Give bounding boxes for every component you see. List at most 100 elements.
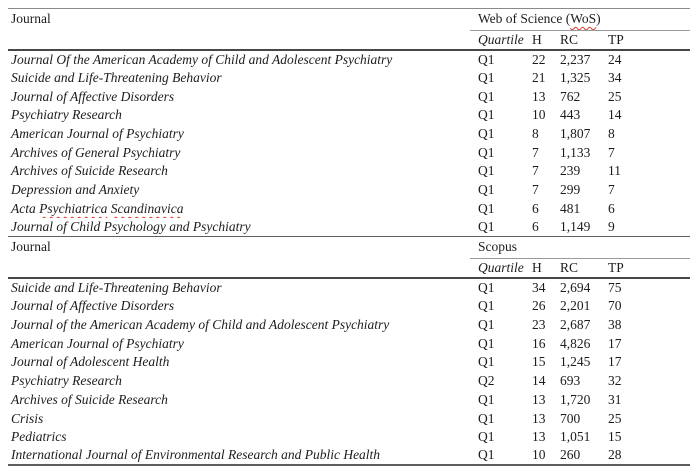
- journal-cell: Psychiatry Research: [11, 373, 122, 389]
- rc-cell: 260: [560, 447, 581, 463]
- quartile-cell: Q1: [478, 298, 495, 314]
- quartile-cell: Q1: [478, 410, 495, 426]
- rc-cell: 1,325: [560, 70, 591, 86]
- journal-column-header: Journal: [8, 8, 470, 51]
- rc-cell: 1,149: [552, 218, 600, 238]
- quartile-column-header: Quartile: [470, 258, 524, 280]
- table-row: Journal of Affective Disorders Q1 13 762…: [8, 87, 690, 106]
- tp-cell: 14: [608, 107, 622, 123]
- tp-cell: 34: [608, 70, 622, 86]
- rc-cell: 1,133: [560, 144, 591, 160]
- rc-cell: 1,807: [560, 126, 591, 142]
- table-row: Psychiatry Research Q2 14 693 32: [8, 372, 690, 391]
- rc-cell: 1,245: [560, 354, 591, 370]
- tp-cell: 31: [608, 391, 622, 407]
- table-row: Depression and Anxiety Q1 7 299 7: [8, 181, 690, 200]
- rc-cell: 1,051: [560, 429, 591, 445]
- rc-cell: 2,201: [560, 298, 591, 314]
- tp-cell: 75: [608, 280, 622, 296]
- rc-cell: 2,687: [560, 317, 591, 333]
- quartile-cell: Q1: [478, 280, 495, 296]
- journal-cell: Journal Of the American Academy of Child…: [11, 51, 393, 67]
- table-subheader-row: Quartile H RC TP: [8, 258, 691, 280]
- journal-cell: Depression and Anxiety: [11, 182, 140, 198]
- journal-cell: Suicide and Life-Threatening Behavior: [11, 70, 222, 86]
- rc-cell: 693: [560, 373, 581, 389]
- tp-cell: 8: [608, 126, 615, 142]
- h-cell: 13: [532, 429, 546, 445]
- rc-cell: 762: [560, 88, 581, 104]
- rc-column-header: RC: [552, 30, 600, 51]
- tp-cell: 32: [608, 373, 622, 389]
- table-group-header-row: Journal Scopus: [8, 236, 691, 280]
- table-row: Pediatrics Q1 13 1,051 15: [8, 428, 690, 447]
- h-cell: 7: [532, 182, 539, 198]
- table-row: Archives of General Psychiatry Q1 7 1,13…: [8, 143, 690, 162]
- journal-cell: International Journal of Environmental R…: [11, 447, 381, 463]
- table-row: Suicide and Life-Threatening Behavior Q1…: [8, 69, 690, 88]
- table-subheader-row: Quartile H RC TP: [8, 30, 691, 51]
- quartile-cell: Q1: [478, 163, 495, 179]
- journal-cell: Suicide and Life-Threatening Behavior: [11, 280, 222, 296]
- table-row: Crisis Q1 13 700 25: [8, 409, 690, 428]
- quartile-cell: Q1: [478, 391, 495, 407]
- journal-cell: Acta Psychiatrica Scandinavica: [11, 200, 184, 216]
- tp-cell: 7: [608, 182, 615, 198]
- rc-cell: 1,720: [560, 391, 591, 407]
- wos-section: Journal Web of Science (WoS) Quartile H …: [8, 8, 691, 238]
- quartile-cell: Q1: [478, 107, 495, 123]
- journal-cell: Pediatrics: [11, 429, 67, 445]
- h-cell: 34: [532, 280, 546, 296]
- table-row: Acta Psychiatrica Scandinavica Q1 6 481 …: [8, 200, 690, 219]
- table-row: Journal of the American Academy of Child…: [8, 316, 690, 335]
- rc-column-header: RC: [552, 258, 600, 280]
- h-cell: 10: [532, 447, 546, 463]
- quartile-cell: Q1: [478, 317, 495, 333]
- quartile-cell: Q2: [478, 373, 495, 389]
- scopus-section: Journal Scopus Quartile H RC TP Suicide …: [8, 236, 691, 466]
- table-row: Journal of Adolescent Health Q1 15 1,245…: [8, 353, 690, 372]
- h-cell: 16: [532, 335, 546, 351]
- quartile-cell: Q1: [478, 144, 495, 160]
- h-cell: 13: [532, 88, 546, 104]
- journal-cell: Psychiatry Research: [11, 107, 122, 123]
- rc-cell: 700: [560, 410, 581, 426]
- journal-column-header: Journal: [8, 236, 470, 280]
- tp-column-header: TP: [600, 258, 691, 280]
- tp-cell: 17: [608, 335, 622, 351]
- journal-cell: American Journal of Psychiatry: [11, 126, 184, 142]
- table-row: Psychiatry Research Q1 10 443 14: [8, 106, 690, 125]
- quartile-cell: Q1: [478, 447, 495, 463]
- tp-cell: 28: [608, 447, 622, 463]
- tp-cell: 70: [608, 298, 622, 314]
- rc-cell: 299: [560, 182, 581, 198]
- h-index-column-header: H: [524, 30, 552, 51]
- h-cell: 6: [524, 218, 552, 238]
- quartile-cell: Q1: [478, 70, 495, 86]
- rc-cell: 2,237: [560, 51, 591, 67]
- quartile-cell: Q1: [478, 182, 495, 198]
- table-group-header-row: Journal Web of Science (WoS): [8, 8, 691, 51]
- h-cell: 22: [532, 51, 546, 67]
- quartile-cell: Q1: [478, 354, 495, 370]
- table-row: International Journal of Environmental R…: [8, 447, 690, 466]
- spellcheck-squiggle: Scandinavica: [110, 200, 184, 216]
- h-cell: 15: [532, 354, 546, 370]
- table-row: Journal Of the American Academy of Child…: [8, 50, 690, 69]
- journal-cell: Journal of the American Academy of Child…: [11, 317, 390, 333]
- wos-database-header: Web of Science (WoS): [470, 8, 691, 31]
- tp-cell: 11: [608, 163, 621, 179]
- tp-cell: 25: [608, 88, 622, 104]
- tp-cell: 15: [608, 429, 622, 445]
- rc-cell: 481: [560, 200, 581, 216]
- quartile-cell: Q1: [478, 126, 495, 142]
- journal-cell: Crisis: [11, 410, 44, 426]
- rc-cell: 443: [560, 107, 581, 123]
- h-cell: 8: [532, 126, 539, 142]
- rc-cell: 2,694: [560, 280, 591, 296]
- h-cell: 14: [532, 373, 546, 389]
- table-row: Archives of Suicide Research Q1 7 239 11: [8, 162, 690, 181]
- journal-cell: Archives of General Psychiatry: [11, 144, 181, 160]
- tp-cell: 38: [608, 317, 622, 333]
